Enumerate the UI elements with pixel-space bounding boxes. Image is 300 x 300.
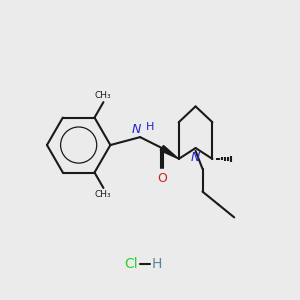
Polygon shape [160,146,179,159]
Text: H: H [146,122,154,132]
Text: O: O [157,172,167,185]
Text: N: N [132,123,141,136]
Text: CH₃: CH₃ [94,91,111,100]
Text: Cl: Cl [124,257,138,271]
Text: N: N [191,151,200,164]
Text: H: H [152,257,162,271]
Text: CH₃: CH₃ [94,190,111,199]
